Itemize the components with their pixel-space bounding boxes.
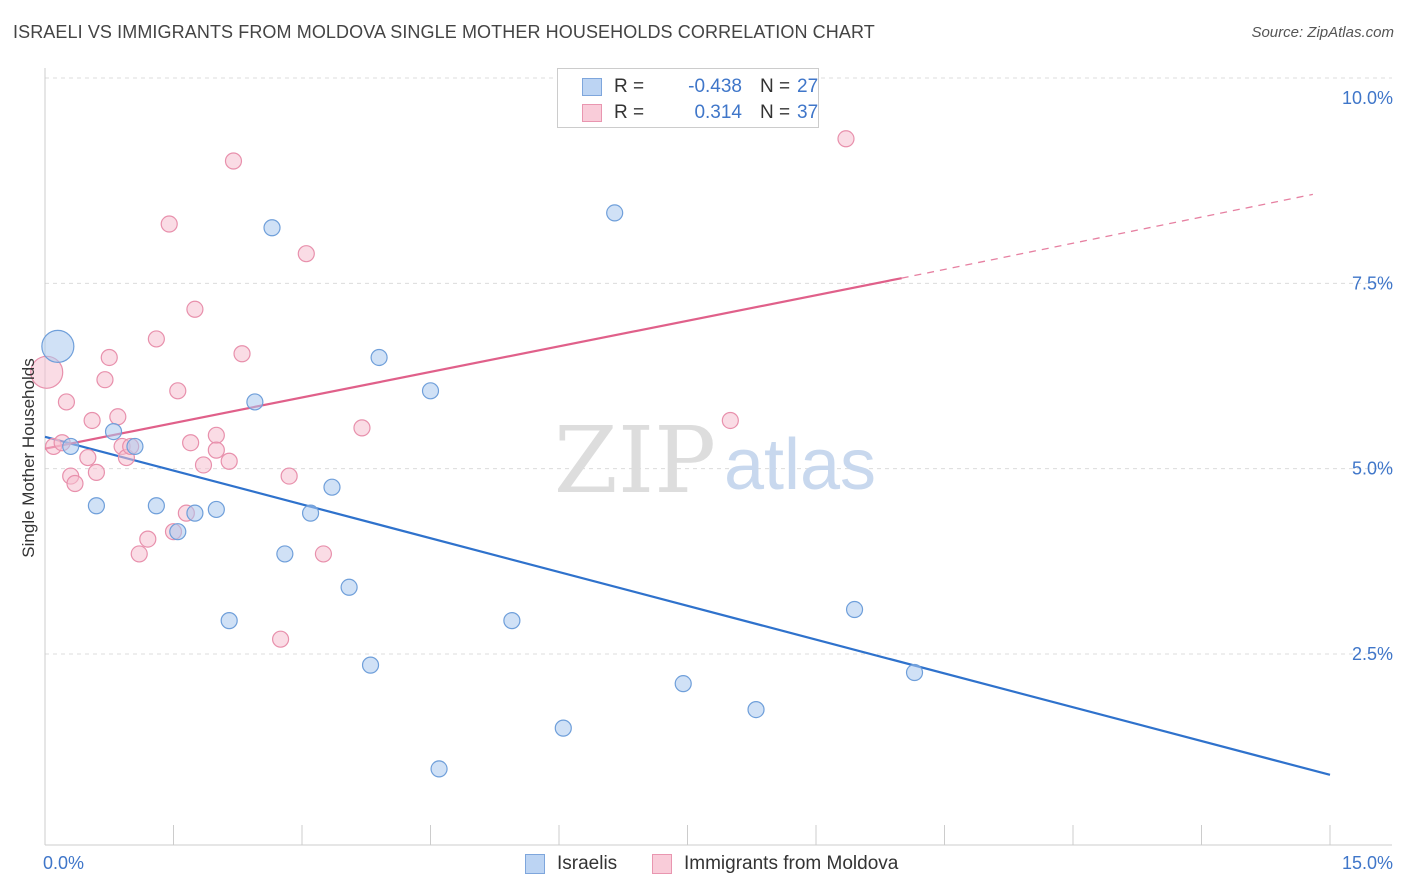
point-israelis bbox=[421, 382, 440, 400]
y-tick-label: 7.5% bbox=[1352, 273, 1393, 293]
watermark-atlas: atlas bbox=[724, 425, 876, 505]
chart-title: ISRAELI VS IMMIGRANTS FROM MOLDOVA SINGL… bbox=[13, 22, 875, 42]
point-moldova bbox=[186, 300, 204, 318]
legend: R = -0.438 N = 27 R = 0.314 N = 37 bbox=[557, 68, 819, 128]
data-points bbox=[30, 130, 924, 778]
point-moldova bbox=[66, 474, 84, 493]
point-moldova bbox=[83, 411, 101, 430]
point-israelis bbox=[263, 219, 281, 237]
trend-lines bbox=[44, 193, 1331, 776]
point-israelis bbox=[147, 497, 165, 515]
point-israelis bbox=[104, 423, 123, 441]
point-moldova bbox=[194, 456, 213, 474]
point-israelis bbox=[169, 523, 187, 541]
point-israelis bbox=[361, 656, 380, 674]
point-moldova bbox=[57, 393, 76, 411]
point-israelis bbox=[301, 504, 320, 522]
legend-swatch-israelis bbox=[582, 78, 602, 96]
bottom-legend-label: Immigrants from Moldova bbox=[684, 853, 899, 874]
point-israelis bbox=[503, 612, 521, 630]
point-israelis bbox=[186, 504, 204, 522]
point-moldova bbox=[79, 448, 97, 467]
point-moldova bbox=[207, 441, 225, 459]
x-tick-label: 15.0% bbox=[1342, 853, 1393, 873]
point-moldova bbox=[280, 467, 298, 485]
point-moldova bbox=[169, 382, 187, 400]
legend-n-value: 27 bbox=[797, 76, 819, 97]
bottom-legend-swatch-israelis bbox=[525, 854, 545, 874]
legend-r-label: R = bbox=[614, 102, 645, 123]
bottom-legend: Israelis Immigrants from Moldova bbox=[0, 852, 1406, 878]
point-israelis bbox=[323, 478, 341, 496]
y-axis-label: Single Mother Households bbox=[19, 358, 38, 557]
point-israelis bbox=[430, 760, 448, 778]
point-israelis bbox=[220, 612, 238, 630]
point-moldova bbox=[207, 426, 225, 444]
point-israelis bbox=[554, 719, 572, 737]
y-tick-label: 10.0% bbox=[1342, 88, 1393, 108]
y-tick-label: 5.0% bbox=[1352, 459, 1393, 479]
point-israelis bbox=[370, 348, 388, 367]
axes bbox=[44, 68, 1392, 846]
trend-line-moldova bbox=[44, 277, 902, 450]
point-israelis bbox=[41, 329, 75, 363]
point-moldova bbox=[147, 330, 165, 348]
point-israelis bbox=[674, 675, 692, 693]
bottom-legend-swatch-moldova bbox=[652, 854, 672, 874]
point-moldova bbox=[139, 530, 157, 548]
gridlines bbox=[45, 77, 1392, 655]
point-moldova bbox=[271, 630, 290, 648]
point-israelis bbox=[276, 545, 294, 563]
point-moldova bbox=[100, 348, 118, 367]
y-tick-label: 2.5% bbox=[1352, 644, 1393, 664]
legend-n-value: 37 bbox=[797, 102, 819, 123]
point-moldova bbox=[233, 345, 251, 363]
point-israelis bbox=[747, 700, 765, 719]
tick-labels: 2.5% 5.0% 7.5% 10.0% 0.0% 15.0% bbox=[43, 88, 1393, 873]
x-tick-label: 0.0% bbox=[43, 853, 84, 873]
legend-r-value: 0.314 bbox=[694, 102, 742, 123]
bottom-legend-label: Israelis bbox=[557, 853, 618, 874]
source-label: Source: ZipAtlas.com bbox=[1251, 24, 1394, 41]
point-moldova bbox=[96, 371, 114, 389]
legend-n-label: N = bbox=[760, 76, 791, 97]
point-moldova bbox=[182, 434, 200, 452]
trend-line-moldova-extension bbox=[901, 193, 1313, 279]
point-moldova bbox=[297, 245, 315, 263]
watermark: ZIP atlas bbox=[554, 407, 876, 514]
point-moldova bbox=[160, 215, 178, 233]
legend-r-value: -0.438 bbox=[688, 76, 742, 97]
point-israelis bbox=[207, 500, 225, 519]
point-israelis bbox=[126, 437, 144, 456]
point-israelis bbox=[62, 437, 80, 456]
legend-r-label: R = bbox=[614, 76, 645, 97]
point-moldova bbox=[220, 452, 238, 470]
point-moldova bbox=[224, 152, 243, 170]
point-moldova bbox=[721, 411, 739, 430]
point-moldova bbox=[130, 545, 148, 563]
legend-n-label: N = bbox=[760, 102, 791, 123]
point-israelis bbox=[606, 204, 624, 222]
watermark-zip: ZIP bbox=[554, 407, 716, 514]
legend-swatch-moldova bbox=[582, 104, 602, 122]
point-israelis bbox=[905, 663, 924, 682]
point-moldova bbox=[837, 130, 855, 148]
point-moldova bbox=[353, 419, 371, 437]
point-israelis bbox=[246, 393, 264, 411]
point-israelis bbox=[845, 600, 864, 619]
point-israelis bbox=[87, 497, 106, 515]
point-moldova bbox=[109, 408, 127, 426]
trend-line-israelis bbox=[44, 435, 1331, 776]
point-moldova bbox=[87, 463, 106, 481]
point-moldova bbox=[314, 545, 333, 563]
point-israelis bbox=[340, 578, 358, 596]
